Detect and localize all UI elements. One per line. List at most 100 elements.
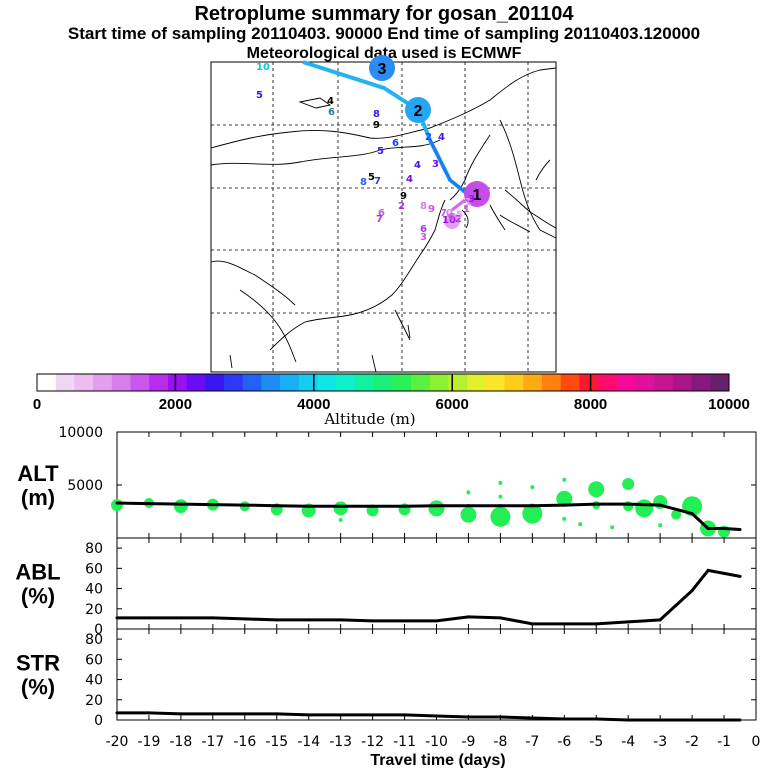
y-tick-label: 40	[85, 673, 103, 689]
data-point	[339, 504, 343, 508]
x-tick-label: -11	[393, 734, 416, 750]
panel-frame	[116, 537, 757, 630]
data-point	[706, 526, 710, 530]
colorbar-swatch	[224, 374, 244, 391]
data-point	[179, 616, 183, 620]
data-point	[339, 713, 343, 717]
data-point	[147, 502, 151, 506]
x-tick-label: -6	[557, 734, 571, 750]
cluster-label: 5	[256, 90, 263, 101]
colorbar-swatch	[504, 374, 524, 391]
altitude-bubble	[658, 523, 663, 528]
data-point	[371, 713, 375, 717]
y-axis-label: ABL	[15, 560, 60, 585]
altitude-bubble	[562, 477, 567, 482]
data-point	[275, 618, 279, 622]
data-point	[435, 504, 438, 508]
cluster-label: 2	[425, 132, 432, 143]
colorbar-swatch	[55, 374, 75, 391]
altitude-bubble	[466, 490, 471, 495]
data-point	[690, 718, 694, 722]
data-point	[530, 716, 534, 720]
colorbar-swatch	[392, 374, 412, 391]
x-tick-label: -12	[361, 734, 384, 750]
altitude-bubble	[111, 499, 123, 512]
y-tick-label: 0	[94, 622, 103, 638]
series-line-abl	[117, 568, 741, 626]
colorbar-swatch	[149, 374, 169, 391]
altitude-bubble	[622, 477, 635, 490]
data-point	[243, 503, 247, 507]
data-point	[738, 718, 742, 722]
x-tick-label: -2	[685, 734, 699, 750]
panel-alt: 10000 5000 ALT(m)	[17, 425, 757, 539]
altitude-bubble	[490, 506, 511, 527]
data-point	[690, 589, 694, 593]
x-axis: -20 -19 -18 -17 -16 -15 -14 -13 -12 -11 -10 -9 -8 -7-…	[106, 734, 761, 750]
sampling-time-line: Start time of sampling 20110403. 90000 E…	[67, 24, 701, 43]
colorbar-tick-label: 6000	[436, 396, 469, 413]
colorbar-swatch	[654, 374, 674, 391]
cluster-label: 7	[374, 176, 381, 187]
data-point	[211, 712, 215, 716]
data-point	[435, 619, 438, 623]
colorbar-swatch	[317, 374, 337, 391]
data-point	[371, 504, 375, 508]
data-point	[115, 711, 119, 715]
data-point	[307, 618, 311, 622]
altitude-bubble	[588, 481, 605, 498]
colorbar-swatch	[298, 374, 319, 391]
colorbar-swatch	[167, 374, 188, 391]
cluster-label: 3	[468, 194, 475, 205]
colorbar-swatch	[373, 374, 393, 391]
data-point	[562, 717, 566, 721]
trajectory-point-label: 3	[378, 61, 387, 78]
chart-title: Retroplume summary for gosan_201104	[194, 3, 574, 25]
data-point	[594, 717, 598, 721]
colorbar-swatch	[672, 374, 693, 391]
y-tick-label: 80	[85, 541, 103, 557]
y-axis-label: ALT	[17, 461, 59, 486]
x-tick-label: -20	[106, 734, 129, 750]
x-tick-label: -9	[461, 734, 475, 750]
colorbar-tick-label: 10000	[708, 396, 750, 413]
data-point	[562, 622, 566, 626]
colorbar-swatch	[93, 374, 113, 391]
y-tick-label: 40	[85, 582, 103, 598]
altitude-bubble	[578, 522, 583, 527]
data-point	[403, 713, 407, 717]
cluster-label: 8	[360, 177, 367, 188]
colorbar-swatch	[130, 374, 150, 391]
colorbar-swatch	[205, 374, 225, 391]
altitude-bubble	[635, 499, 654, 518]
data-point	[371, 619, 375, 623]
data-point	[179, 502, 183, 506]
data-point	[594, 502, 598, 506]
colorbar-tick-label: 2000	[159, 396, 192, 413]
colorbar-swatch	[429, 374, 449, 391]
colorbar-swatch	[579, 374, 599, 391]
data-point	[243, 617, 247, 621]
altitude-bubble	[460, 506, 477, 523]
data-point	[403, 504, 407, 508]
colorbar-swatch	[523, 374, 543, 391]
y-tick-label: 20	[85, 602, 103, 618]
trajectory-point	[444, 213, 460, 229]
x-tick-label: -1	[717, 734, 731, 750]
altitude-bubble	[428, 500, 445, 517]
data-point	[115, 616, 119, 620]
y-tick-label: 0	[94, 713, 103, 729]
trajectory-point-label: 2	[414, 103, 423, 120]
colorbar-swatch	[560, 374, 580, 391]
time-series-panels: 100005000ALT(m)806040200ABL(%)806040200S…	[15, 425, 757, 729]
x-tick-label: -4	[621, 734, 635, 750]
data-point	[626, 620, 630, 624]
colorbar-frame	[36, 373, 730, 392]
altitude-bubble	[522, 503, 543, 524]
cluster-label: 6	[328, 107, 335, 118]
data-point	[466, 504, 470, 508]
data-point	[211, 503, 215, 507]
altitude-bubble	[671, 509, 682, 520]
